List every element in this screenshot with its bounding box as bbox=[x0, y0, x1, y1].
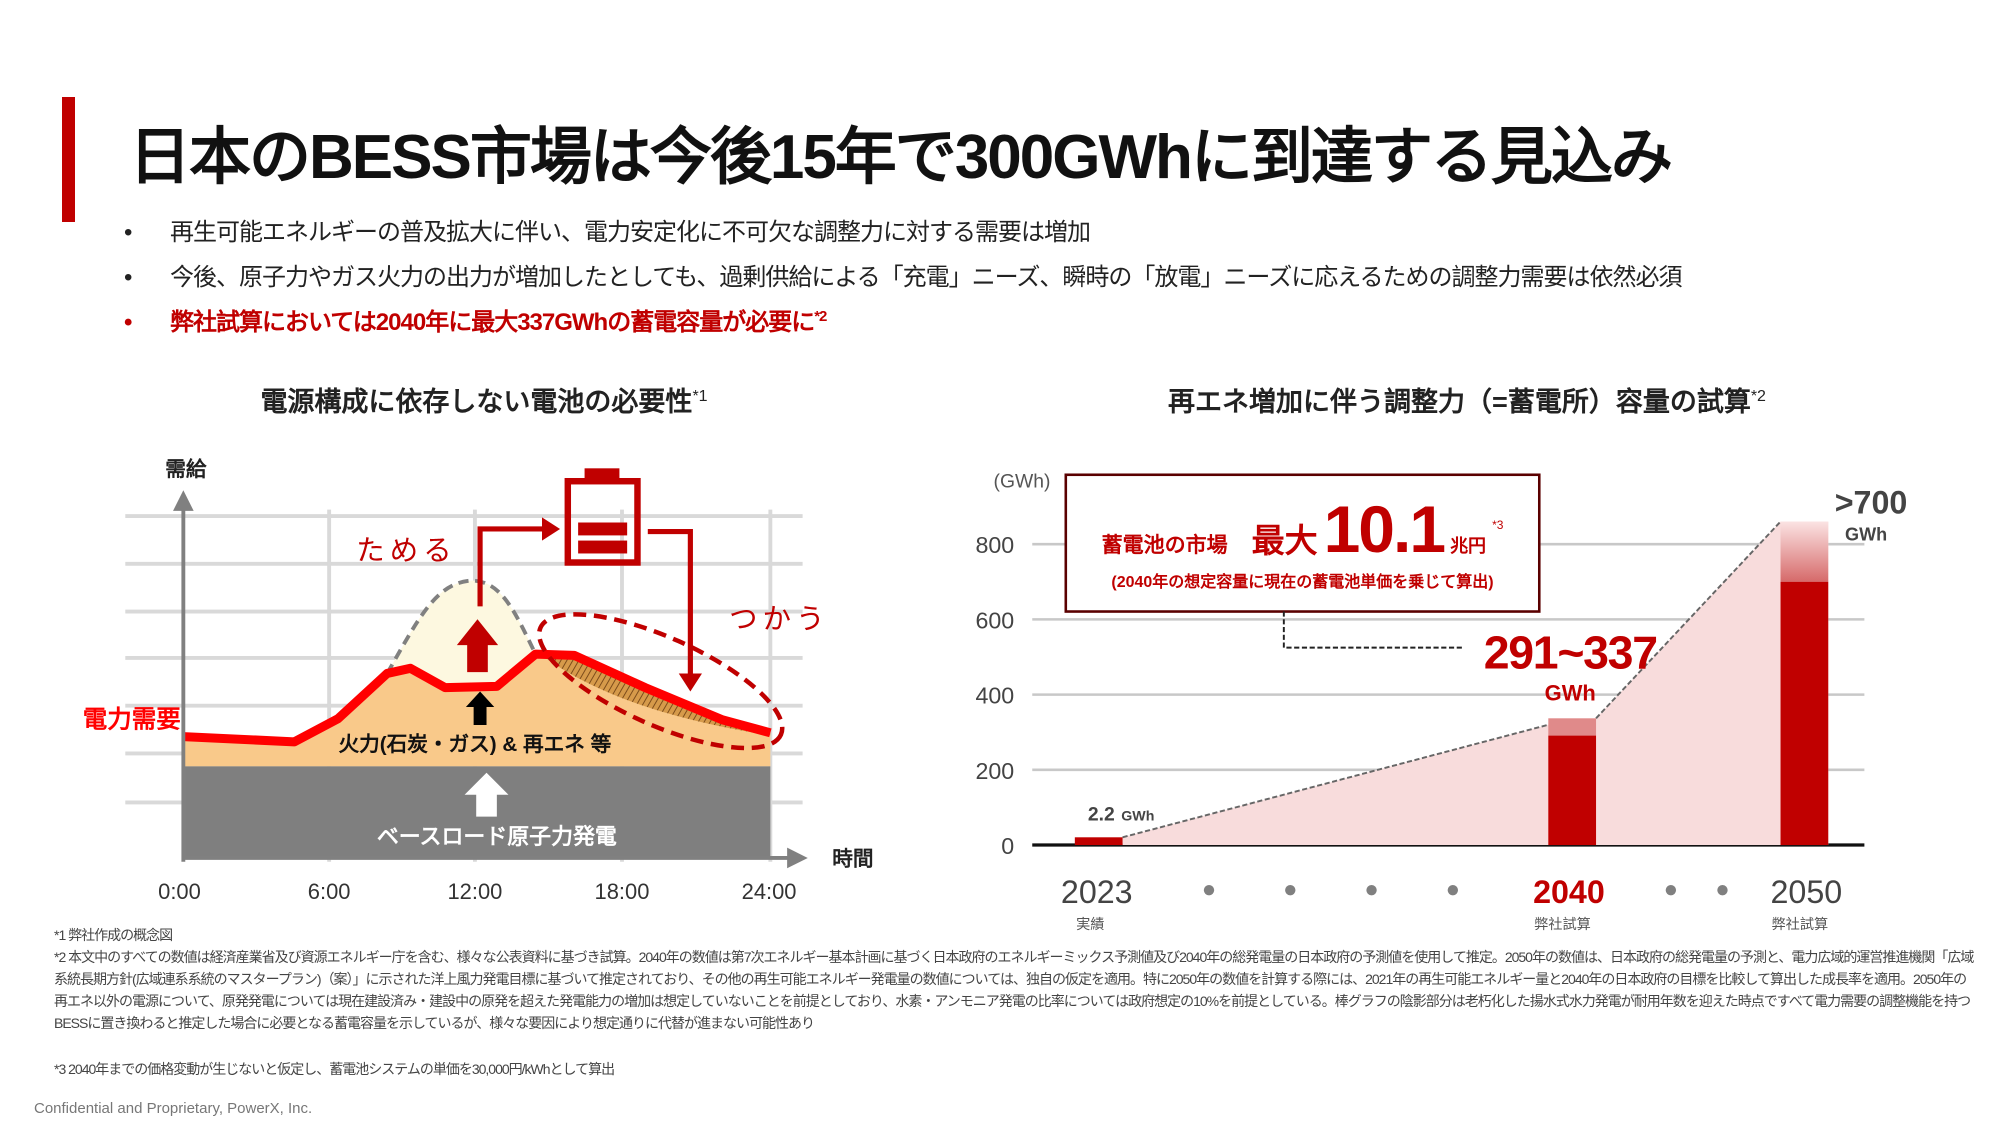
callout-connector bbox=[1282, 611, 1465, 649]
discharge-ellipse bbox=[536, 612, 785, 751]
market-label: 蓄電池の市場 bbox=[1101, 533, 1228, 557]
copyright: Confidential and Proprietary, PowerX, In… bbox=[34, 1100, 313, 1117]
battery-icon bbox=[564, 468, 641, 566]
x-axis-label: 時間 bbox=[832, 847, 873, 871]
ellipsis-dot bbox=[1366, 885, 1377, 896]
x-tick-label: 2050 bbox=[1770, 874, 1842, 910]
bar-2023 bbox=[1074, 837, 1123, 846]
max-label: 最大 bbox=[1251, 521, 1318, 559]
bullet-item: • 再生可能エネルギーの普及拡大に伴い、電力安定化に不可欠な調整力に対する需要は増… bbox=[124, 212, 1091, 247]
bullet-dot: • bbox=[124, 219, 132, 246]
demand-label: 電力需要 bbox=[83, 706, 181, 734]
x-axis-arrow-icon bbox=[787, 847, 808, 869]
bullet-text: 今後、原子力やガス火力の出力が増加したとしても、過剰供給による「充電」ニーズ、瞬… bbox=[170, 264, 1683, 291]
footnote: *3 2040年までの価格変動が生じないと仮定し、蓄電池システムの単価を30,0… bbox=[54, 1061, 615, 1077]
market-callout: 蓄電池の市場 最大 10.1 兆円 *3 (2040年の想定容量に現在の蓄電池単… bbox=[1066, 475, 1539, 612]
footnote: について、原発発電については現在建設済み・建設中の原発を超えた発電能力の増加は想… bbox=[54, 993, 1971, 1031]
market-callout-box bbox=[1064, 473, 1541, 613]
x-tick-label: 12:00 bbox=[447, 879, 502, 904]
trend-line bbox=[1595, 520, 1782, 719]
footnote: 合に必要となる蓄電容量を示しているが、様々な要因により想定通りに代替が進まない可… bbox=[243, 1015, 815, 1031]
footnote: *2 本文中のすべての数値は経済産業省及び資源エネルギー庁を含む、様々な公表資料… bbox=[54, 949, 1974, 987]
y-tick-label: 800 bbox=[975, 532, 1014, 558]
footnote-block: *2 本文中のすべての数値は経済産業省及び資源エネルギー庁を含む、様々な公表資料… bbox=[54, 946, 1974, 1034]
y-axis-unit-label: (GWh) bbox=[994, 471, 1051, 493]
baseload-label: ベースロード原子力発電 bbox=[377, 824, 617, 849]
y-tick-label: 400 bbox=[975, 683, 1014, 709]
x-tick-label: 6:00 bbox=[308, 879, 351, 904]
ellipsis-dot bbox=[1665, 885, 1677, 896]
thermal-renewable-label: 火力(石炭・ガス) & 再エネ 等 bbox=[339, 732, 612, 756]
y-tick-label: 200 bbox=[975, 758, 1014, 784]
bullet-dot: • bbox=[124, 309, 132, 336]
bullet-item: • 今後、原子力やガス火力の出力が増加したとしても、過剰供給による「充電」ニーズ、… bbox=[124, 257, 1683, 292]
demand-line bbox=[183, 649, 772, 747]
market-callout-main: 蓄電池の市場 最大 10.1 兆円 *3 bbox=[1102, 496, 1504, 562]
bar-2040 bbox=[1548, 735, 1597, 846]
use-label: つかう bbox=[729, 603, 830, 635]
charge-path-arrow bbox=[477, 517, 561, 607]
page-title: 日本のBESS市場は今後15年で300GWhに到達する見込み bbox=[129, 123, 1673, 192]
footnote-ref: *2 bbox=[1750, 388, 1766, 405]
trend-line bbox=[1122, 723, 1549, 839]
data-label-unit: GWh bbox=[1545, 681, 1596, 706]
x-tick-label: 24:00 bbox=[742, 879, 797, 904]
x-tick-label: 2040 bbox=[1533, 874, 1605, 910]
data-label: 291~337 bbox=[1484, 626, 1657, 678]
growth-area bbox=[1122, 521, 1829, 846]
footnote: 方針(広域連系系統のマスタープラン)（案）」に示された洋上風力発電目標に基づいて… bbox=[54, 971, 1967, 1009]
data-label-unit: GWh bbox=[1845, 525, 1887, 545]
ellipsis-dot bbox=[1447, 885, 1458, 896]
ellipsis-dot bbox=[1203, 885, 1215, 896]
x-tick-label: 18:00 bbox=[595, 879, 650, 904]
x-tick-sublabel: 弊社試算 bbox=[1534, 917, 1591, 933]
arrow-up-icon bbox=[465, 691, 495, 726]
bullet-text: 再生可能エネルギーの普及拡大に伴い、電力安定化に不可欠な調整力に対する需要は増加 bbox=[170, 219, 1091, 246]
y-tick-label: 0 bbox=[1001, 833, 1014, 859]
surplus-bump bbox=[383, 578, 538, 690]
ellipsis-dot bbox=[1285, 885, 1296, 896]
x-tick-sublabel: 実績 bbox=[1076, 917, 1104, 933]
bullet-item-highlight: • 弊社試算においては2040年に最大337GWhの蓄電容量が必要に*2 bbox=[124, 302, 827, 337]
market-unit: 兆円 bbox=[1450, 535, 1487, 556]
footnote-ref: *1 bbox=[692, 388, 708, 405]
x-tick-label: 2023 bbox=[1061, 874, 1133, 910]
footnote-ref: *3 bbox=[1492, 517, 1504, 532]
y-tick-label: 600 bbox=[975, 607, 1014, 633]
y-axis-arrow-icon bbox=[173, 490, 194, 511]
bar-range-2040 bbox=[1548, 718, 1597, 736]
discharge-path-arrow bbox=[647, 528, 702, 692]
x-tick-label: 0:00 bbox=[158, 879, 201, 904]
left-panel-title: 電源構成に依存しない電池の必要性*1 bbox=[260, 380, 707, 419]
bar-range-2050 bbox=[1780, 521, 1829, 582]
bullet-dot: • bbox=[124, 264, 132, 291]
footnote: *1 弊社作成の概念図 bbox=[54, 927, 173, 943]
bullet-text: 弊社試算においては2040年に最大337GWhの蓄電容量が必要に bbox=[170, 309, 815, 336]
left-panel-title-text: 電源構成に依存しない電池の必要性 bbox=[260, 387, 693, 417]
right-panel-title-text: 再エネ増加に伴う調整力（=蓄電所）容量の試算 bbox=[1168, 387, 1751, 417]
ellipsis-dot bbox=[1717, 885, 1728, 896]
title-accent-bar bbox=[62, 97, 75, 222]
store-label: ためる bbox=[356, 535, 457, 567]
data-label: 2.2 bbox=[1088, 804, 1115, 826]
market-note: (2040年の想定容量に現在の蓄電池単価を乗じて算出) bbox=[1111, 573, 1494, 591]
footnote-ref: *2 bbox=[814, 308, 827, 325]
right-panel-title: 再エネ増加に伴う調整力（=蓄電所）容量の試算*2 bbox=[1168, 380, 1766, 419]
bar-2050 bbox=[1780, 581, 1829, 846]
data-label-unit: GWh bbox=[1121, 809, 1154, 825]
market-value: 10.1 bbox=[1323, 491, 1446, 566]
arrow-up-icon bbox=[464, 772, 509, 817]
arrow-up-icon bbox=[456, 619, 499, 673]
data-label: >700 bbox=[1835, 484, 1908, 520]
x-tick-sublabel: 弊社試算 bbox=[1772, 917, 1829, 933]
y-axis-label: 需給 bbox=[165, 457, 207, 481]
